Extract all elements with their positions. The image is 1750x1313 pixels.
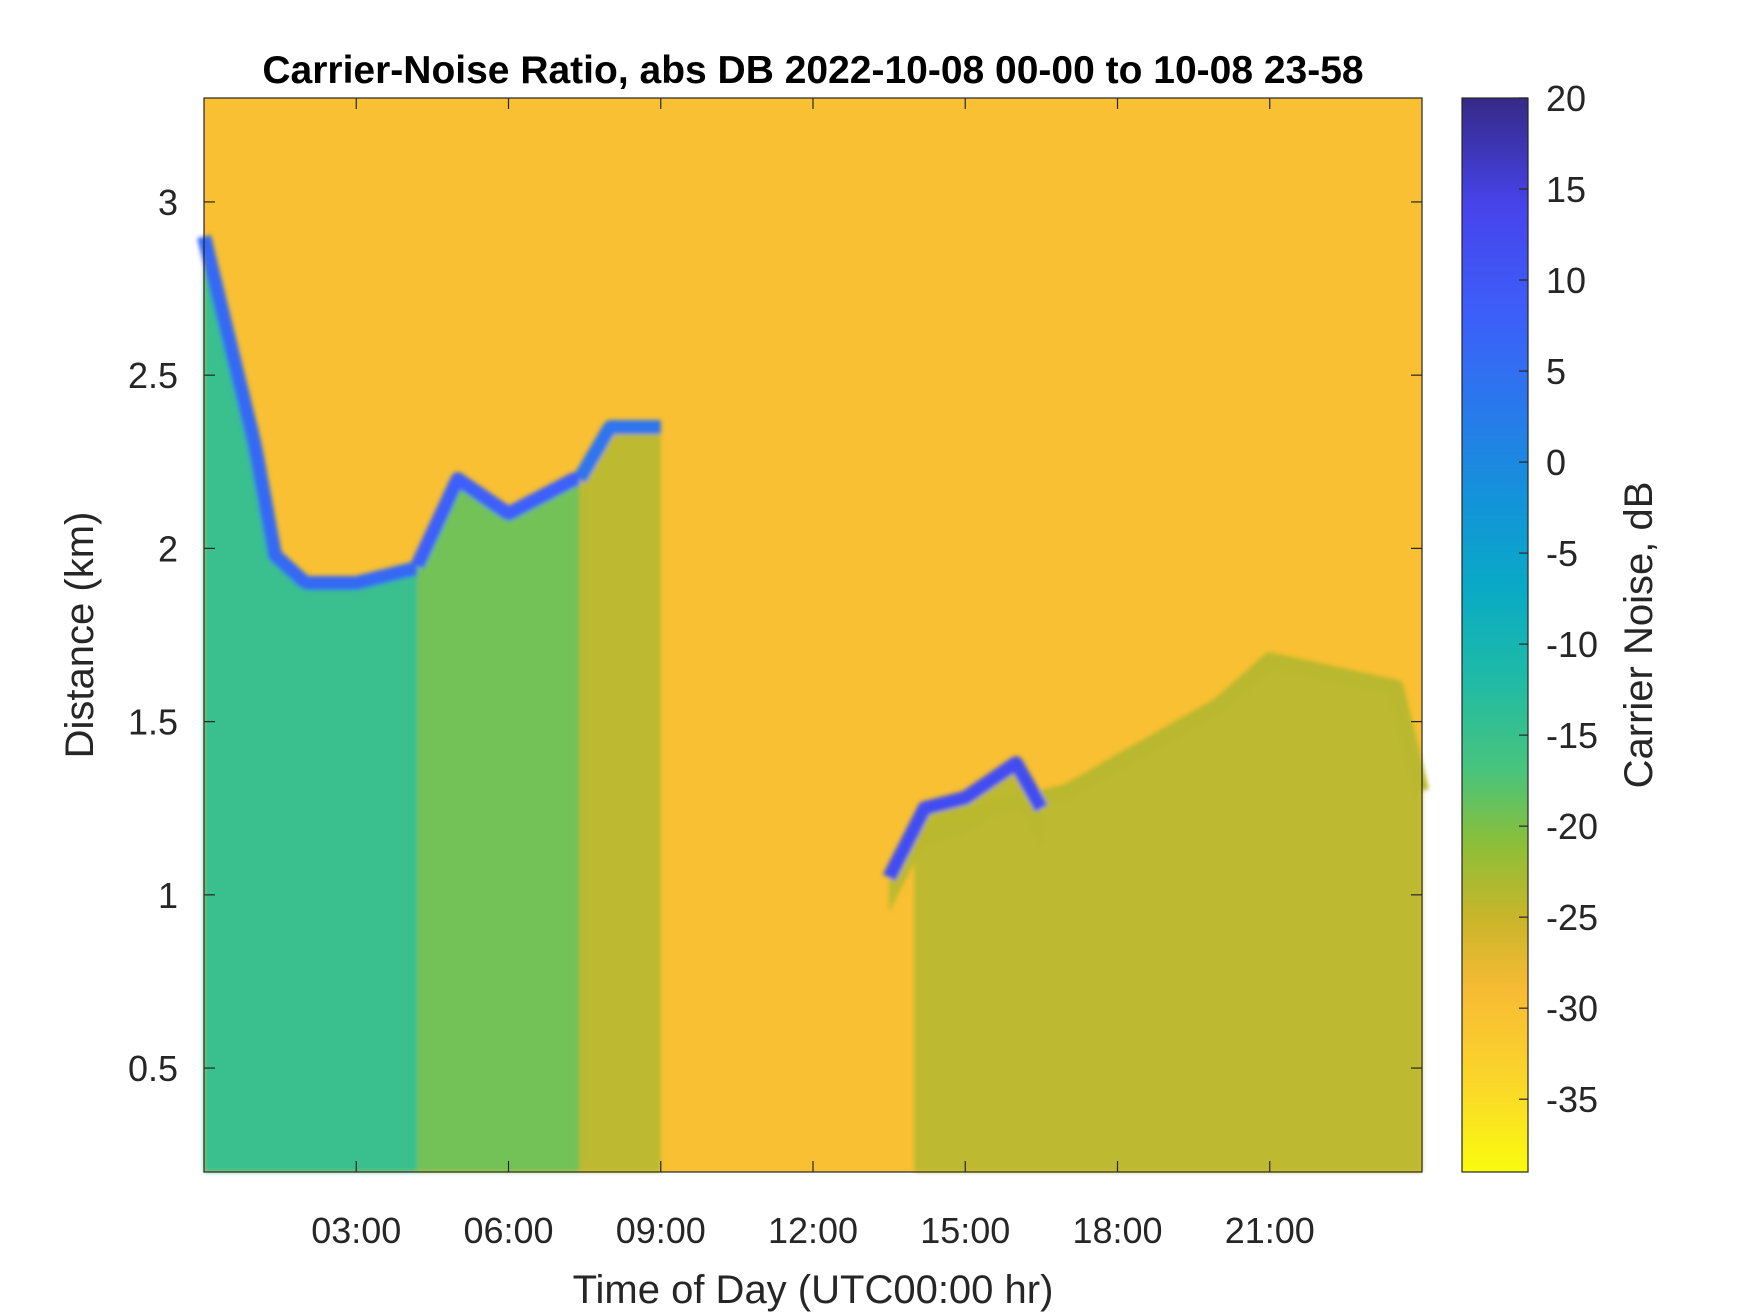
colorbar-tick-label: -5 (1546, 533, 1578, 574)
colorbar-tick-label: -25 (1546, 897, 1598, 938)
x-tick-label: 12:00 (768, 1210, 858, 1251)
heatmap-fill (914, 659, 1422, 1172)
colorbar-tick-label: 20 (1546, 78, 1586, 119)
colorbar-tick-label: 15 (1546, 169, 1586, 210)
x-axis-ticks: 03:00 06:00 09:00 12:00 15:00 18:00 21:00 (311, 98, 1315, 1251)
x-axis-label: Time of Day (UTC00:00 hr) (573, 1268, 1054, 1312)
y-tick-label: 1 (158, 875, 178, 916)
y-axis-label: Distance (km) (58, 512, 102, 759)
x-tick-label: 03:00 (311, 1210, 401, 1251)
y-tick-label: 2 (158, 528, 178, 569)
colorbar-tick-label: -35 (1546, 1079, 1598, 1120)
heatmap-region (573, 420, 667, 1173)
x-tick-label: 06:00 (463, 1210, 553, 1251)
colorbar-ticks: 20 15 10 5 0 -5 -10 -15 -20 -25 -30 -35 (1519, 78, 1598, 1120)
x-tick-label: 18:00 (1072, 1210, 1162, 1251)
y-tick-label: 1.5 (128, 702, 178, 743)
heatmap-edge (882, 756, 1048, 881)
colorbar-tick-label: 5 (1546, 351, 1566, 392)
heatmap-fill (417, 479, 580, 1173)
colorbar-tick-label: 0 (1546, 442, 1566, 483)
y-tick-label: 3 (158, 182, 178, 223)
y-tick-label: 0.5 (128, 1048, 178, 1089)
x-tick-label: 15:00 (920, 1210, 1010, 1251)
colorbar-label: Carrier Noise, dB (1617, 482, 1661, 789)
heatmap-fill (889, 763, 1042, 913)
heatmap-edge (410, 472, 584, 569)
heatmap-region (410, 472, 584, 1173)
chart-title: Carrier-Noise Ratio, abs DB 2022-10-08 0… (262, 49, 1363, 92)
colorbar-gradient (1461, 97, 1529, 1173)
heatmap-edge (573, 420, 667, 484)
heatmap-plot-area (197, 97, 1429, 1173)
y-axis-ticks: 0.5 1 1.5 2 2.5 3 (128, 182, 1422, 1089)
colorbar-tick-label: -30 (1546, 988, 1598, 1029)
x-tick-label: 09:00 (616, 1210, 706, 1251)
heatmap-fill (579, 427, 661, 1173)
colorbar-tick-label: 10 (1546, 260, 1586, 301)
y-tick-label: 2.5 (128, 355, 178, 396)
colorbar-tick-label: -20 (1546, 806, 1598, 847)
x-tick-label: 21:00 (1225, 1210, 1315, 1251)
heatmap-region (882, 756, 1048, 913)
heatmap-edge (197, 234, 421, 590)
heatmap-region (197, 234, 421, 1173)
colorbar-tick-label: -15 (1546, 715, 1598, 756)
colorbar: 20 15 10 5 0 -5 -10 -15 -20 -25 -30 -35 (1461, 78, 1598, 1173)
colorbar-tick-label: -10 (1546, 624, 1598, 665)
